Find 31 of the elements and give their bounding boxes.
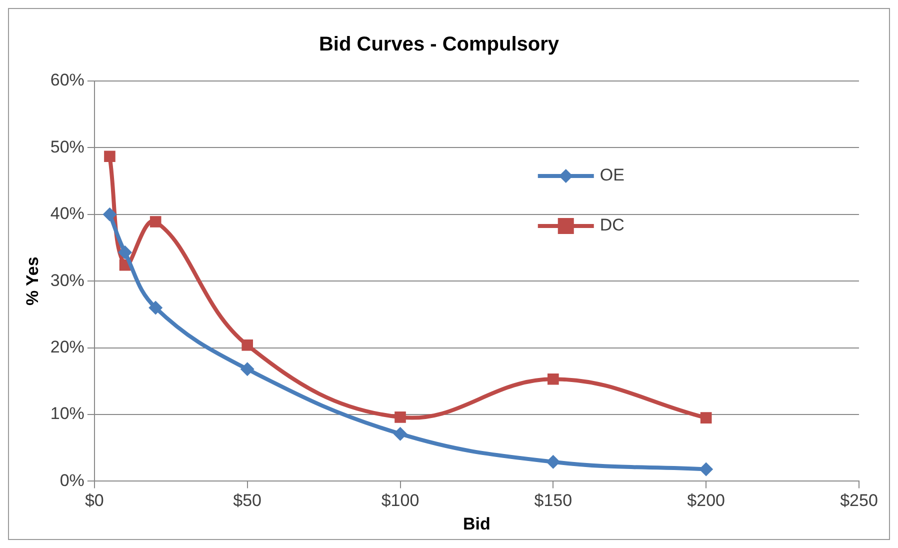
x-tick-label: $100: [381, 491, 420, 510]
y-tick-label: 50%: [50, 137, 84, 156]
point: [546, 454, 560, 469]
chart-title: Bid Curves - Compulsory: [318, 34, 560, 56]
x-tick-label: $200: [687, 491, 725, 510]
legend-label: DC: [600, 216, 624, 235]
point: [118, 245, 132, 260]
point: [394, 412, 406, 423]
legend-label: OE: [600, 166, 624, 185]
y-tick-label: 60%: [50, 70, 84, 90]
point: [548, 373, 559, 385]
point: [699, 462, 714, 476]
y-tick-label: 20%: [50, 337, 84, 356]
point: [393, 426, 408, 441]
x-tick-label: $0: [84, 491, 104, 510]
x-tick-label: $50: [233, 491, 262, 510]
point: [148, 300, 163, 315]
point: [102, 207, 117, 222]
point: [242, 339, 253, 351]
y-tick-label: 10%: [50, 404, 84, 424]
point: [104, 150, 116, 162]
y-tick-label: 0%: [60, 470, 84, 490]
point: [150, 216, 162, 228]
x-tick-label: $150: [534, 491, 572, 510]
x-tick-label: $250: [840, 491, 878, 510]
y-tick-label: 40%: [50, 204, 84, 224]
point: [700, 412, 712, 424]
point: [240, 362, 254, 376]
y-axis-title: % Yes: [22, 256, 42, 306]
x-axis-title: Bid: [463, 514, 490, 534]
y-tick-label: 30%: [50, 270, 84, 290]
